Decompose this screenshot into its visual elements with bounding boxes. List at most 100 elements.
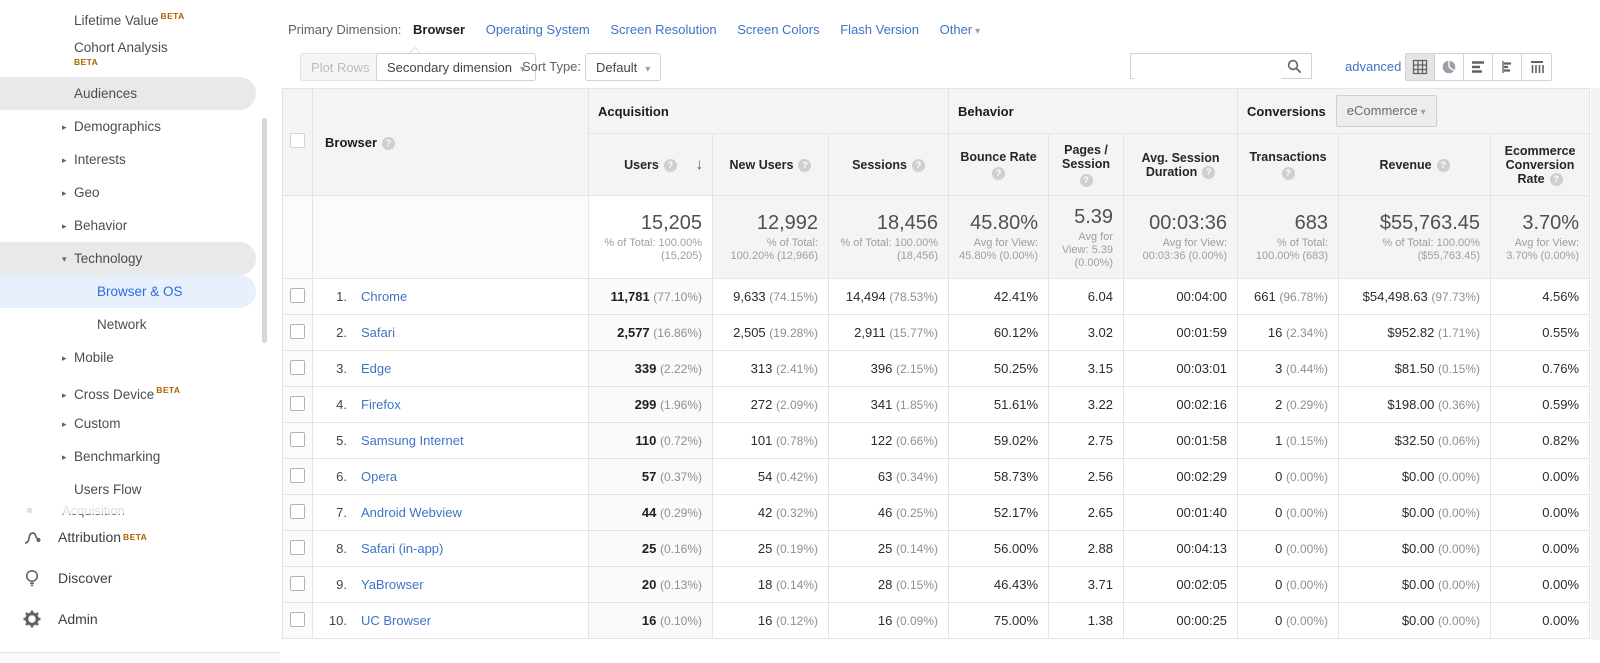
row-checkbox[interactable] bbox=[290, 395, 305, 411]
search-input[interactable] bbox=[1135, 55, 1281, 79]
row-checkbox[interactable] bbox=[290, 539, 305, 555]
browser-link[interactable]: YaBrowser bbox=[361, 577, 424, 592]
browser-link[interactable]: UC Browser bbox=[361, 613, 432, 628]
select-all-checkbox[interactable] bbox=[290, 133, 305, 148]
help-icon[interactable]: ? bbox=[992, 166, 1006, 180]
sidebar-item-behavior[interactable]: ▸ Behavior bbox=[0, 209, 280, 242]
tab-flash-version[interactable]: Flash Version bbox=[840, 22, 919, 37]
browser-link[interactable]: Chrome bbox=[361, 289, 408, 304]
help-icon[interactable]: ? bbox=[1281, 166, 1295, 180]
help-icon[interactable]: ? bbox=[911, 158, 925, 172]
summary-row: 15,205% of Total: 100.00% (15,205) 12,99… bbox=[282, 195, 1591, 279]
column-header-sessions[interactable]: Sessions? bbox=[827, 133, 950, 196]
sidebar-scrollbar[interactable] bbox=[262, 118, 267, 343]
chevron-right-icon: ▸ bbox=[62, 419, 67, 429]
cell-transactions: 0 (0.00%) bbox=[1237, 566, 1340, 603]
row-checkbox[interactable] bbox=[290, 467, 305, 483]
column-header-new-users[interactable]: New Users? bbox=[712, 133, 829, 196]
sidebar-item-network[interactable]: Network bbox=[97, 317, 147, 332]
primary-dimension-label: Primary Dimension: bbox=[288, 22, 402, 37]
column-header-ecommerce-conversion-rate[interactable]: Ecommerce Conversion Rate? bbox=[1490, 133, 1591, 196]
sidebar-item-geo[interactable]: ▸ Geo bbox=[0, 176, 280, 209]
sort-type-button[interactable]: Default ▾ bbox=[585, 53, 662, 81]
column-header-pages-session[interactable]: Pages / Session? bbox=[1048, 133, 1125, 196]
sidebar-item-cross-device[interactable]: ▸ Cross Device BETA bbox=[0, 374, 280, 407]
sort-descending-icon[interactable]: ↓ bbox=[695, 155, 704, 173]
browser-link[interactable]: Safari bbox=[361, 325, 395, 340]
performance-view-button[interactable] bbox=[1464, 54, 1493, 80]
column-header-avg-session-duration[interactable]: Avg. Session Duration? bbox=[1123, 133, 1239, 196]
row-checkbox[interactable] bbox=[290, 431, 305, 447]
tab-operating-system[interactable]: Operating System bbox=[485, 22, 590, 37]
table-view-button[interactable] bbox=[1406, 54, 1435, 80]
browser-link[interactable]: Safari (in-app) bbox=[361, 541, 444, 556]
advanced-link[interactable]: advanced bbox=[1345, 59, 1402, 74]
beta-badge: BETA bbox=[156, 385, 181, 395]
search-icon[interactable] bbox=[1279, 55, 1309, 77]
sidebar-item-users-flow[interactable]: Users Flow bbox=[74, 482, 142, 497]
sidebar-item-mobile[interactable]: ▸ Mobile bbox=[0, 341, 280, 374]
sidebar-item-discover[interactable]: Discover bbox=[0, 557, 280, 598]
sidebar-item-browser-os[interactable]: Browser & OS bbox=[0, 275, 256, 308]
column-header-bounce-rate[interactable]: Bounce Rate? bbox=[948, 133, 1050, 196]
help-icon[interactable]: ? bbox=[1079, 173, 1093, 187]
row-checkbox[interactable] bbox=[290, 503, 305, 519]
conversions-goal-dropdown[interactable]: eCommerce ▾ bbox=[1335, 95, 1437, 127]
cell-avg-session-duration: 00:01:40 bbox=[1123, 494, 1239, 531]
sidebar-item-attribution[interactable]: Attribution BETA bbox=[0, 516, 280, 557]
column-header-users[interactable]: Users? ↓ bbox=[588, 133, 713, 196]
plot-rows-button[interactable]: Plot Rows bbox=[300, 53, 381, 81]
help-icon[interactable]: ? bbox=[382, 136, 396, 150]
table-row: 6. Opera 57 (0.37%) 54 (0.42%) 63 (0.34%)… bbox=[282, 458, 1591, 495]
cell-ecommerce-conversion-rate: 0.59% bbox=[1490, 386, 1591, 423]
browser-link[interactable]: Android Webview bbox=[361, 505, 462, 520]
row-checkbox-cell bbox=[282, 422, 313, 459]
sidebar-item-lifetime-value[interactable]: Lifetime Value BETA bbox=[74, 11, 185, 28]
sidebar-item-demographics[interactable]: ▸ Demographics bbox=[0, 110, 280, 143]
sidebar-item-benchmarking[interactable]: ▸ Benchmarking bbox=[0, 440, 280, 473]
browser-link[interactable]: Firefox bbox=[361, 397, 401, 412]
row-dimension-cell: 2. Safari bbox=[312, 314, 589, 351]
tab-screen-resolution[interactable]: Screen Resolution bbox=[610, 22, 717, 37]
cell-new-users: 18 (0.14%) bbox=[712, 566, 829, 603]
percentage-view-button[interactable] bbox=[1435, 54, 1464, 80]
row-checkbox[interactable] bbox=[290, 323, 305, 339]
pivot-view-button[interactable] bbox=[1522, 54, 1551, 80]
row-checkbox[interactable] bbox=[290, 611, 305, 627]
cell-revenue: $0.00 (0.00%) bbox=[1338, 566, 1492, 603]
sidebar-item-interests[interactable]: ▸ Interests bbox=[0, 143, 280, 176]
row-dimension-cell: 5. Samsung Internet bbox=[312, 422, 589, 459]
tab-screen-colors[interactable]: Screen Colors bbox=[737, 22, 820, 37]
cell-sessions: 14,494 (78.53%) bbox=[827, 278, 950, 315]
sidebar-item-audiences[interactable]: Audiences bbox=[0, 77, 256, 110]
row-checkbox[interactable] bbox=[290, 359, 305, 375]
sort-type-label: Sort Type: bbox=[522, 59, 582, 74]
column-header-transactions[interactable]: Transactions? bbox=[1237, 133, 1340, 196]
cell-users: 2,577 (16.86%) bbox=[588, 314, 713, 351]
sidebar-item-custom[interactable]: ▸ Custom bbox=[0, 407, 280, 440]
dimension-column-header[interactable]: Browser? bbox=[312, 88, 589, 196]
browser-link[interactable]: Samsung Internet bbox=[361, 433, 464, 448]
column-header-revenue[interactable]: Revenue? bbox=[1338, 133, 1492, 196]
secondary-dimension-button[interactable]: Secondary dimension ▾ bbox=[376, 53, 537, 81]
page-scrollbar-track[interactable] bbox=[1591, 88, 1600, 640]
tab-browser[interactable]: Browser bbox=[413, 22, 466, 37]
comparison-view-button[interactable] bbox=[1493, 54, 1522, 80]
row-checkbox[interactable] bbox=[290, 575, 305, 591]
browser-link[interactable]: Opera bbox=[361, 469, 398, 484]
help-icon[interactable]: ? bbox=[1436, 158, 1450, 172]
help-icon[interactable]: ? bbox=[1549, 172, 1563, 186]
summary-bounce-rate: 45.80% Avg for View: 45.80% (0.00%) bbox=[948, 195, 1050, 279]
help-icon[interactable]: ? bbox=[663, 158, 677, 172]
help-icon[interactable]: ? bbox=[1202, 165, 1216, 179]
help-icon[interactable]: ? bbox=[798, 158, 812, 172]
sidebar-item-admin[interactable]: Admin bbox=[0, 598, 280, 639]
browser-link[interactable]: Edge bbox=[361, 361, 392, 376]
sidebar-item-technology[interactable]: ▾ Technology bbox=[0, 242, 256, 275]
tab-other[interactable]: Other ▾ bbox=[939, 22, 981, 37]
row-checkbox[interactable] bbox=[290, 287, 305, 303]
sidebar-item-cohort-analysis[interactable]: Cohort Analysis BETA bbox=[0, 33, 280, 77]
sidebar-scroll-area: Lifetime Value BETA Cohort Analysis BETA … bbox=[0, 0, 280, 506]
cell-ecommerce-conversion-rate: 0.00% bbox=[1490, 458, 1591, 495]
